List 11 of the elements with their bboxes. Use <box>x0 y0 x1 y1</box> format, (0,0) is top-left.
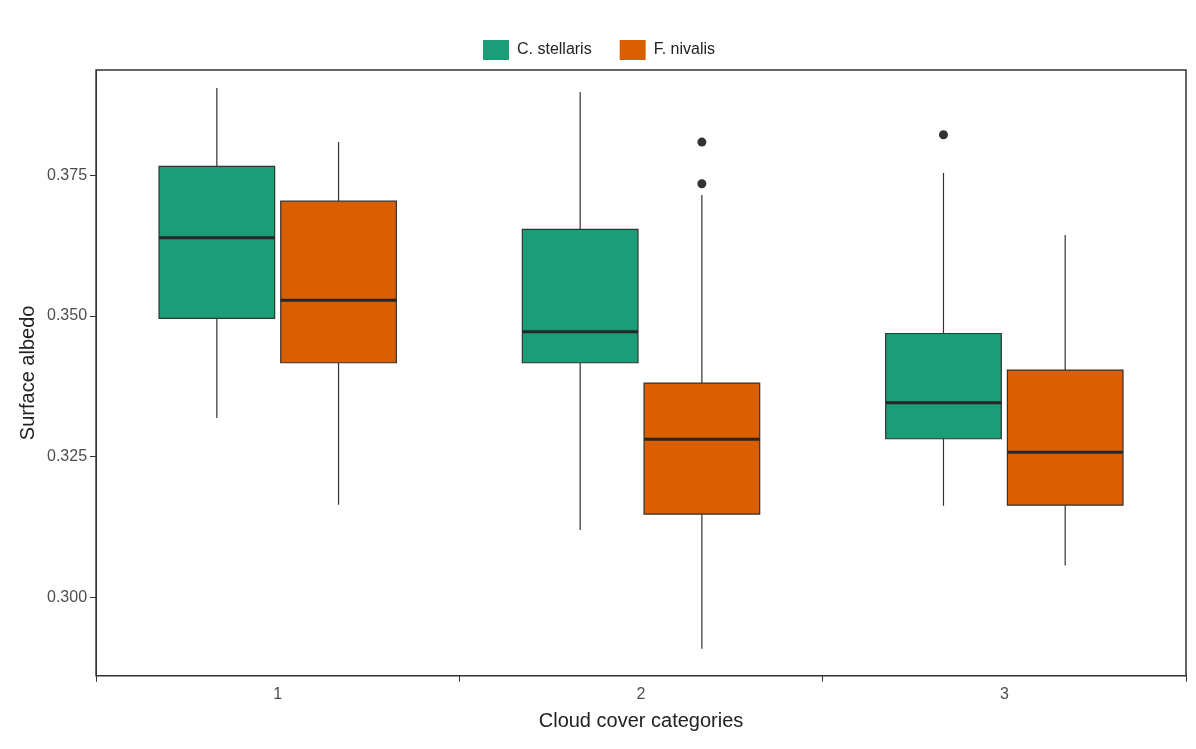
y-tick-label: 0.350 <box>46 306 88 324</box>
legend-label: F. nivalis <box>653 40 716 58</box>
x-axis-title: Cloud cover categories <box>538 708 744 731</box>
y-tick-label: 0.375 <box>46 165 88 183</box>
y-tick-label: 0.300 <box>46 587 88 605</box>
x-tick-label: 3 <box>999 684 1009 702</box>
legend-label: C. stellaris <box>516 40 592 58</box>
y-tick-label: 0.325 <box>46 447 88 465</box>
x-tick-label: 1 <box>273 684 283 702</box>
y-axis-title: Surface albedo <box>15 305 38 441</box>
x-tick-label: 2 <box>636 684 646 702</box>
